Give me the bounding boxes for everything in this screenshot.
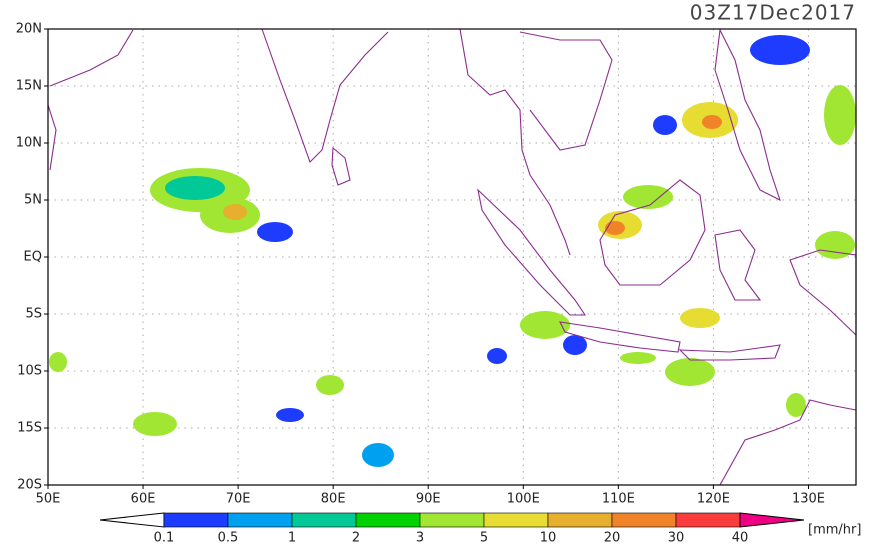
y-tick-label: 5S (25, 307, 42, 322)
x-tick-label: 100E (507, 492, 540, 507)
rain-area (665, 358, 715, 386)
colorbar: 0.1 0.5 1 2 3 5 10 20 30 40 (99, 512, 805, 546)
rain-area (49, 352, 67, 372)
rain-area (362, 443, 394, 467)
x-tick-label: 120E (697, 492, 730, 507)
x-tick-label: 70E (226, 492, 251, 507)
coastline (714, 28, 781, 202)
colorbar-unit: [mm/hr] (808, 523, 861, 538)
axes: 50E 60E 70E 80E 90E 100E 110E 120E 130E 20N 15N 10N… (16, 22, 825, 507)
y-tick-label: 5N (24, 193, 42, 208)
colorbar-label: 0.1 (154, 531, 175, 545)
coastlines (47, 28, 857, 486)
colorbar-arrow (99, 512, 165, 528)
rain-area (316, 375, 344, 395)
colorbar-box (675, 512, 741, 528)
rain-area (702, 115, 722, 129)
colorbar-box (291, 512, 357, 528)
colorbar-label: 40 (732, 531, 749, 545)
rain-area (223, 204, 247, 220)
x-tick-label: 110E (602, 492, 635, 507)
colorbar-label: 10 (540, 531, 557, 545)
coastline (719, 399, 857, 486)
y-tick-label: 10N (16, 136, 42, 151)
colorbar-box (419, 512, 485, 528)
coastline (599, 179, 706, 286)
coastline (49, 29, 134, 87)
rain-area (620, 352, 656, 364)
coastline (714, 229, 762, 301)
map-title: 03Z17Dec2017 (690, 1, 856, 25)
colorbar-box (483, 512, 549, 528)
rain-area (786, 393, 806, 417)
y-tick-label: 20N (16, 22, 42, 37)
colorbar-label: 2 (352, 531, 360, 545)
colorbar-box (547, 512, 613, 528)
colorbar-box (355, 512, 421, 528)
x-tick-label: 50E (36, 492, 61, 507)
colorbar-arrow (739, 512, 805, 528)
rain-area (133, 412, 177, 436)
colorbar-label: 30 (668, 531, 685, 545)
coastline (559, 321, 681, 353)
rain-area (487, 348, 507, 364)
coastline (519, 31, 613, 151)
y-tick-label: EQ (24, 250, 42, 265)
colorbar-label: 0.5 (218, 531, 239, 545)
coastline (47, 104, 57, 171)
colorbar-box (227, 512, 293, 528)
x-tick-label: 90E (416, 492, 441, 507)
y-tick-label: 15S (17, 421, 42, 436)
coastline (789, 249, 857, 337)
y-tick-label: 10S (17, 364, 42, 379)
y-tick-label: 15N (16, 79, 42, 94)
colorbar-box (611, 512, 677, 528)
coastline (261, 28, 389, 164)
colorbar-label: 3 (416, 531, 424, 545)
rain-area (623, 185, 673, 209)
coastline (477, 188, 587, 316)
x-tick-label: 80E (321, 492, 346, 507)
rain-area (520, 311, 570, 339)
coastline (459, 28, 571, 256)
rain-area (680, 308, 720, 328)
coastline (678, 344, 781, 361)
rain-area (750, 35, 810, 65)
rain-area (165, 176, 225, 200)
colorbar-box (163, 512, 229, 528)
rain-area (653, 115, 677, 135)
colorbar-label: 5 (480, 531, 488, 545)
colorbar-label: 1 (288, 531, 296, 545)
x-tick-label: 60E (131, 492, 156, 507)
rain-area (824, 85, 856, 145)
rain-area (815, 231, 855, 259)
rain-area (563, 335, 587, 355)
colorbar-label: 20 (604, 531, 621, 545)
x-tick-label: 130E (792, 492, 825, 507)
coastline (331, 146, 351, 186)
precipitation (49, 35, 856, 467)
y-tick-label: 20S (17, 478, 42, 493)
rain-area (605, 221, 625, 235)
rain-area (257, 222, 293, 242)
rain-area (276, 408, 304, 422)
